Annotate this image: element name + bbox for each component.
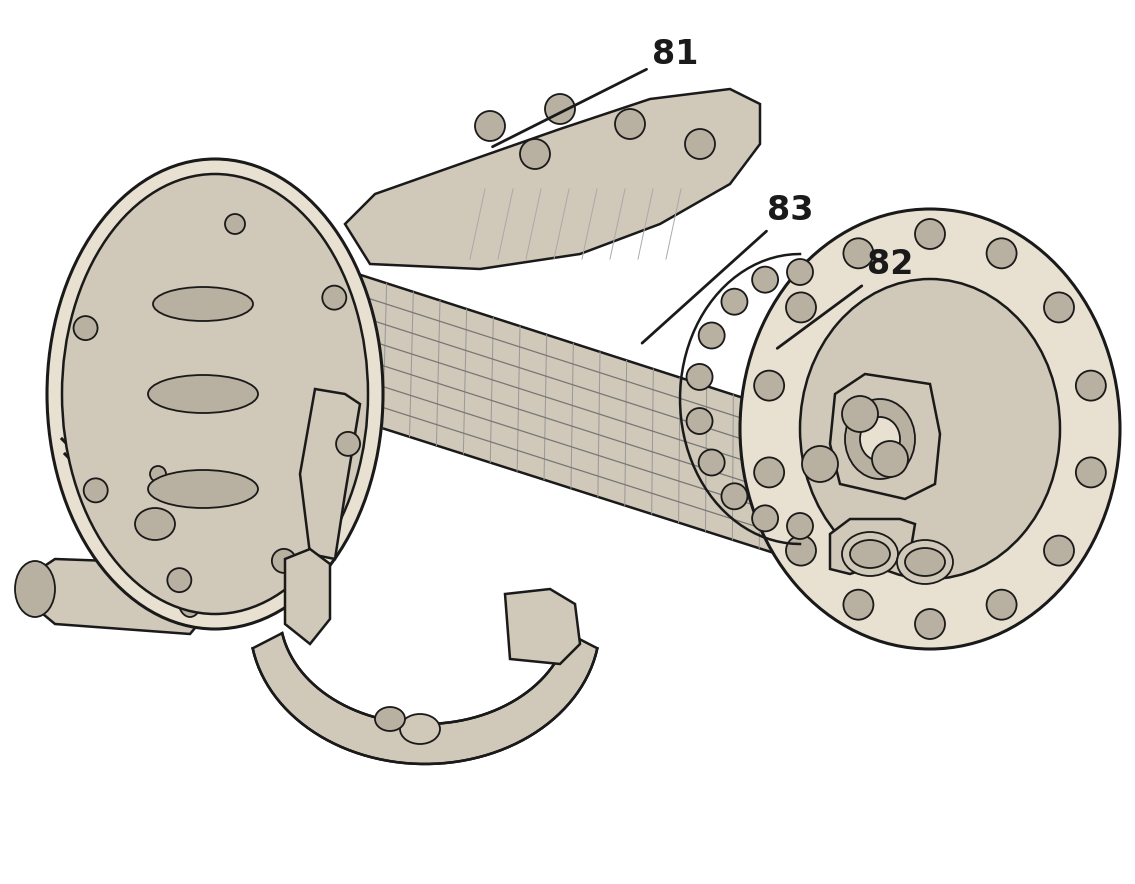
Ellipse shape: [800, 279, 1060, 579]
Ellipse shape: [722, 289, 748, 315]
Ellipse shape: [1044, 536, 1074, 566]
Ellipse shape: [754, 370, 784, 400]
Ellipse shape: [787, 293, 816, 323]
Text: 83: 83: [642, 194, 814, 343]
Ellipse shape: [1076, 457, 1105, 487]
Ellipse shape: [225, 214, 245, 234]
Ellipse shape: [375, 707, 405, 731]
Ellipse shape: [905, 548, 945, 576]
Ellipse shape: [753, 506, 779, 531]
Ellipse shape: [400, 714, 440, 744]
Ellipse shape: [843, 239, 874, 269]
Ellipse shape: [843, 590, 874, 620]
Ellipse shape: [787, 536, 816, 566]
Ellipse shape: [153, 287, 253, 321]
Ellipse shape: [860, 417, 900, 461]
Ellipse shape: [844, 399, 915, 479]
Ellipse shape: [687, 364, 713, 390]
Ellipse shape: [135, 508, 175, 540]
Ellipse shape: [150, 466, 166, 482]
Ellipse shape: [802, 446, 838, 482]
Ellipse shape: [787, 513, 813, 539]
Ellipse shape: [84, 478, 108, 502]
Ellipse shape: [322, 286, 346, 309]
Text: 81: 81: [493, 39, 698, 147]
Ellipse shape: [897, 540, 953, 584]
Ellipse shape: [986, 239, 1017, 269]
Ellipse shape: [476, 111, 505, 141]
Ellipse shape: [740, 209, 1120, 649]
Text: 82: 82: [777, 248, 914, 348]
Ellipse shape: [178, 581, 202, 617]
Ellipse shape: [842, 532, 898, 576]
Polygon shape: [275, 249, 840, 574]
Ellipse shape: [842, 396, 878, 432]
Ellipse shape: [986, 590, 1017, 620]
Polygon shape: [253, 633, 597, 764]
Ellipse shape: [722, 484, 748, 509]
Ellipse shape: [148, 470, 258, 508]
Ellipse shape: [47, 159, 382, 629]
Ellipse shape: [336, 432, 360, 456]
Polygon shape: [345, 89, 760, 269]
Ellipse shape: [62, 174, 368, 614]
Ellipse shape: [15, 561, 54, 617]
Polygon shape: [505, 589, 580, 664]
Polygon shape: [115, 434, 200, 579]
Ellipse shape: [686, 129, 715, 159]
Ellipse shape: [520, 139, 550, 169]
Ellipse shape: [787, 259, 813, 285]
Ellipse shape: [850, 540, 890, 568]
Ellipse shape: [545, 94, 575, 124]
Ellipse shape: [699, 323, 724, 348]
Polygon shape: [25, 559, 210, 634]
Ellipse shape: [915, 609, 945, 639]
Ellipse shape: [1044, 293, 1074, 323]
Ellipse shape: [167, 568, 192, 592]
Ellipse shape: [699, 449, 724, 476]
Ellipse shape: [74, 316, 98, 340]
Polygon shape: [285, 549, 330, 644]
Ellipse shape: [915, 219, 945, 249]
Polygon shape: [300, 389, 360, 559]
Ellipse shape: [872, 441, 908, 477]
Ellipse shape: [753, 267, 779, 293]
Ellipse shape: [148, 375, 258, 413]
Ellipse shape: [615, 109, 645, 139]
Ellipse shape: [1076, 370, 1105, 400]
Ellipse shape: [754, 457, 784, 487]
Ellipse shape: [687, 408, 713, 434]
Polygon shape: [830, 519, 915, 574]
Polygon shape: [830, 374, 940, 499]
Ellipse shape: [272, 549, 296, 573]
